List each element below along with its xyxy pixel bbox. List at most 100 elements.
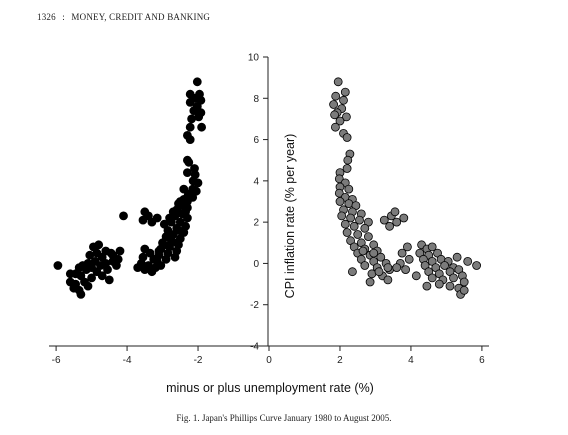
data-point-negative-unemployment <box>106 248 116 258</box>
journal-title: MONEY, CREDIT AND BANKING <box>71 12 211 22</box>
data-point-negative-unemployment <box>197 122 207 132</box>
data-point-positive-unemployment <box>392 217 402 227</box>
y-tick-label: 8 <box>253 94 259 105</box>
data-point-positive-unemployment <box>344 184 354 194</box>
data-point-negative-unemployment <box>193 178 203 188</box>
data-point-positive-unemployment <box>376 252 386 262</box>
caption-label: Fig. 1. <box>176 413 200 423</box>
data-point-positive-unemployment <box>360 261 370 270</box>
data-point-negative-unemployment <box>172 238 182 248</box>
x-tick-label: 2 <box>337 355 343 366</box>
data-point-negative-unemployment <box>170 252 180 262</box>
y-tick-label: 10 <box>248 53 260 64</box>
running-head: 1326 : MONEY, CREDIT AND BANKING <box>37 12 210 22</box>
data-point-negative-unemployment <box>182 168 192 178</box>
data-point-positive-unemployment <box>463 256 473 266</box>
page-number: 1326 <box>37 12 56 22</box>
x-tick-label: 4 <box>408 355 414 366</box>
data-point-positive-unemployment <box>342 133 352 142</box>
data-point-positive-unemployment <box>383 275 393 285</box>
data-point-positive-unemployment <box>365 277 375 287</box>
y-tick-label: -4 <box>250 342 259 353</box>
y-tick-label: -2 <box>250 300 259 311</box>
data-point-negative-unemployment <box>104 275 114 285</box>
data-point-negative-unemployment <box>161 254 171 264</box>
data-point-positive-unemployment <box>440 261 450 270</box>
data-point-positive-unemployment <box>411 271 421 281</box>
data-point-positive-unemployment <box>427 242 437 252</box>
data-point-positive-unemployment <box>346 213 356 223</box>
data-point-negative-unemployment <box>85 250 95 260</box>
header-separator: : <box>62 12 65 22</box>
x-tick-label: -6 <box>52 355 61 366</box>
data-point-positive-unemployment <box>390 207 400 217</box>
data-point-positive-unemployment <box>342 164 352 173</box>
data-point-positive-unemployment <box>333 77 343 87</box>
data-point-negative-unemployment <box>185 122 195 132</box>
data-point-negative-unemployment <box>87 273 96 283</box>
data-point-negative-unemployment <box>174 225 183 235</box>
y-tick-label: 6 <box>253 135 259 146</box>
data-point-negative-unemployment <box>185 98 195 107</box>
data-point-positive-unemployment <box>355 215 364 225</box>
data-point-negative-unemployment <box>152 213 162 223</box>
data-point-negative-unemployment <box>181 199 191 209</box>
data-point-negative-unemployment <box>189 106 199 116</box>
data-point-negative-unemployment <box>83 281 93 291</box>
data-point-positive-unemployment <box>383 263 393 273</box>
data-point-positive-unemployment <box>452 252 462 262</box>
x-tick-label: -2 <box>194 355 203 366</box>
data-point-positive-unemployment <box>347 267 357 277</box>
data-point-positive-unemployment <box>422 281 432 291</box>
data-point-negative-unemployment <box>185 89 195 99</box>
data-point-negative-unemployment <box>159 240 169 250</box>
y-tick-label: 2 <box>253 218 259 229</box>
x-tick-label: 6 <box>479 355 485 366</box>
y-tick-label: 4 <box>253 176 259 187</box>
data-point-negative-unemployment <box>165 213 175 223</box>
data-point-positive-unemployment <box>335 116 345 126</box>
data-point-negative-unemployment <box>138 215 148 225</box>
data-point-negative-unemployment <box>76 289 86 299</box>
data-point-positive-unemployment <box>339 95 348 105</box>
x-tick-label: -4 <box>123 355 132 366</box>
data-point-positive-unemployment <box>340 87 350 97</box>
data-point-positive-unemployment <box>340 219 350 229</box>
data-point-positive-unemployment <box>343 155 353 165</box>
x-tick-label: 0 <box>266 355 272 366</box>
chart-ticks: -6 -4 -2 0 2 4 6 -4 -2 0 2 4 6 8 10 <box>52 53 485 367</box>
data-point-negative-unemployment <box>156 261 166 270</box>
data-point-negative-unemployment <box>112 261 121 270</box>
data-point-negative-unemployment <box>179 184 189 194</box>
data-point-negative-unemployment <box>192 77 202 87</box>
data-point-positive-unemployment <box>363 232 373 242</box>
figure-caption: Fig. 1. Japan's Phillips Curve January 1… <box>0 413 568 423</box>
caption-text: Japan's Phillips Curve January 1980 to A… <box>201 413 392 423</box>
data-point-positive-unemployment <box>385 221 395 231</box>
data-point-negative-unemployment <box>103 265 112 275</box>
data-point-positive-unemployment <box>445 281 455 291</box>
data-point-positive-unemployment <box>342 228 352 237</box>
data-point-positive-unemployment <box>459 277 469 287</box>
data-point-negative-unemployment <box>65 277 75 287</box>
data-point-positive-unemployment <box>472 261 482 270</box>
data-point-positive-unemployment <box>397 248 407 258</box>
data-point-negative-unemployment <box>165 233 175 243</box>
data-point-negative-unemployment <box>119 211 128 221</box>
data-point-positive-unemployment <box>459 285 469 295</box>
data-point-positive-unemployment <box>404 254 414 264</box>
data-point-positive-unemployment <box>330 110 340 120</box>
x-axis-title: minus or plus unemployment rate (%) <box>166 381 374 395</box>
data-point-positive-unemployment <box>358 246 368 256</box>
data-point-positive-unemployment <box>337 211 347 221</box>
data-point-positive-unemployment <box>335 197 345 206</box>
data-point-positive-unemployment <box>434 279 444 289</box>
data-point-positive-unemployment <box>330 122 340 132</box>
data-point-negative-unemployment <box>115 246 125 256</box>
data-point-positive-unemployment <box>329 100 339 109</box>
data-point-negative-unemployment <box>149 254 159 264</box>
data-point-negative-unemployment <box>184 157 194 167</box>
data-point-positive-unemployment <box>349 221 359 231</box>
data-point-positive-unemployment <box>353 230 363 239</box>
